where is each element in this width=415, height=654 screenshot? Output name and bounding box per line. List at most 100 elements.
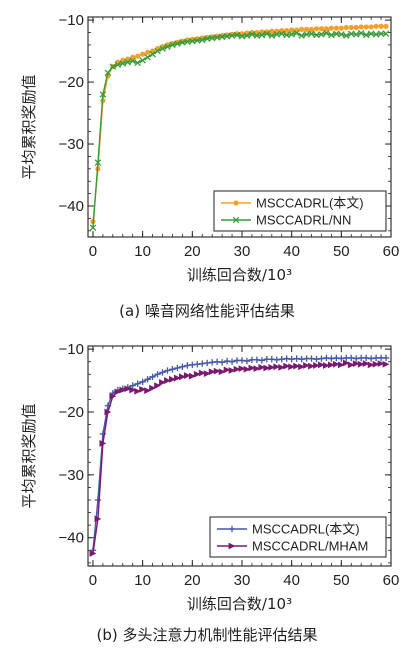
y-tick-label: −20 [59, 404, 84, 421]
x-tick-label: 30 [234, 243, 251, 260]
data-point [357, 29, 365, 37]
data-point [328, 25, 334, 31]
data-point [348, 24, 354, 31]
data-point [289, 27, 295, 33]
data-point [288, 31, 295, 38]
data-point [134, 387, 142, 395]
data-point [323, 362, 330, 369]
data-point [284, 28, 290, 34]
data-point [144, 387, 152, 395]
data-point [303, 26, 310, 32]
data-point [188, 372, 196, 380]
data-point [328, 31, 335, 39]
data-point [269, 28, 275, 34]
data-point [362, 31, 370, 39]
data-point [248, 31, 256, 38]
data-point [104, 408, 112, 416]
data-point [213, 367, 221, 375]
data-point [169, 41, 176, 49]
data-point [228, 358, 236, 365]
data-point [159, 45, 166, 52]
data-point [268, 32, 276, 39]
data-point [327, 361, 335, 369]
data-point [89, 550, 97, 557]
data-point [223, 366, 231, 374]
data-point [258, 31, 266, 39]
data-point [353, 24, 359, 31]
series-2 [89, 29, 390, 231]
x-tick-label: 10 [134, 572, 151, 589]
data-point [273, 363, 281, 371]
legend-label: MSCCADRL/NN [256, 213, 351, 228]
data-point [94, 515, 102, 523]
data-point [298, 32, 305, 39]
data-point [129, 382, 136, 389]
data-point [342, 359, 350, 367]
data-point [233, 365, 241, 373]
data-point [238, 365, 246, 373]
data-point [114, 61, 122, 68]
data-point [338, 25, 344, 31]
data-point [382, 30, 390, 37]
data-point [368, 24, 374, 30]
data-point [347, 361, 355, 369]
x-tick-label: 40 [283, 572, 300, 589]
data-point [139, 378, 146, 386]
data-point [169, 375, 176, 383]
data-point [124, 385, 132, 393]
data-point [283, 362, 291, 370]
data-point [258, 357, 266, 364]
data-point [258, 363, 266, 371]
data-point [278, 30, 285, 37]
data-point [372, 360, 380, 368]
data-point [149, 50, 156, 58]
y-tick-label: −40 [59, 530, 84, 547]
plot-frame [87, 16, 392, 238]
figure-caption: (a) 噪音网络性能评估结果 [119, 302, 295, 320]
data-point [278, 363, 286, 371]
data-point [169, 366, 176, 373]
data-point [109, 63, 117, 70]
data-point [164, 367, 171, 374]
x-tick-label: 30 [234, 572, 251, 589]
data-point [378, 23, 384, 29]
data-point [109, 392, 117, 400]
data-point [357, 360, 365, 368]
y-tick-label: −20 [59, 74, 84, 91]
data-point [367, 361, 375, 369]
data-point [139, 385, 147, 393]
x-tick-label: 20 [184, 243, 201, 260]
x-tick-label: 20 [184, 572, 201, 589]
data-point [149, 373, 156, 380]
data-point [144, 54, 151, 61]
data-point [263, 30, 271, 37]
data-point [145, 49, 151, 55]
x-tick-label: 0 [89, 572, 97, 589]
figure-caption: (b) 多头注意力机制性能评估结果 [97, 626, 318, 644]
data-point [318, 31, 325, 38]
y-axis-title: 平均累积奖励值 [20, 403, 38, 508]
data-point [358, 24, 364, 30]
data-point [124, 58, 131, 66]
y-tick-label: −10 [59, 12, 84, 29]
data-point [382, 360, 390, 368]
data-point [114, 388, 122, 396]
data-point [159, 369, 166, 376]
data-point [263, 364, 271, 372]
data-point [383, 23, 389, 29]
chart-a: 0 10 20 30 40 50 60 −40 −30 −20 −10 训练回合数/10³ 平均累积奖励… [20, 12, 399, 320]
data-point [99, 91, 107, 98]
legend-box [213, 190, 387, 232]
data-point [253, 365, 261, 373]
data-point [119, 386, 127, 394]
x-tick-label: 40 [283, 243, 300, 260]
data-point [313, 362, 320, 369]
data-point [139, 57, 146, 64]
legend: MSCCADRL(本文) MSCCADRL/MHAM [209, 516, 387, 558]
data-point [140, 51, 146, 57]
legend-marker [232, 216, 240, 224]
legend-marker [233, 200, 239, 206]
plot-frame [87, 345, 392, 567]
data-point [373, 23, 379, 29]
data-point [352, 360, 360, 367]
